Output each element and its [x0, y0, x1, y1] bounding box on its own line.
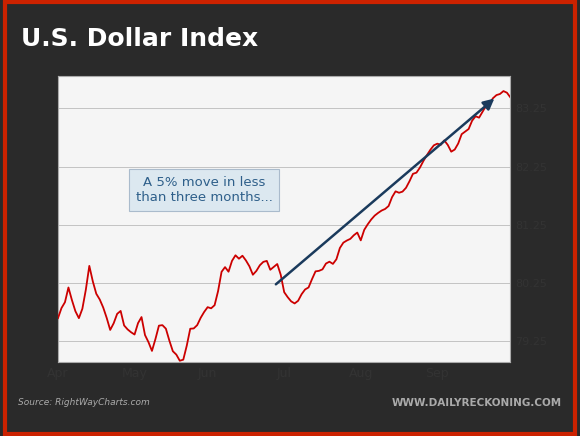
- Text: A 5% move in less
than three months...: A 5% move in less than three months...: [136, 176, 273, 204]
- Text: Source: RightWayCharts.com: Source: RightWayCharts.com: [19, 398, 150, 407]
- Text: WWW.DAILYRECKONING.COM: WWW.DAILYRECKONING.COM: [392, 398, 561, 408]
- Text: U.S. Dollar Index: U.S. Dollar Index: [21, 27, 258, 51]
